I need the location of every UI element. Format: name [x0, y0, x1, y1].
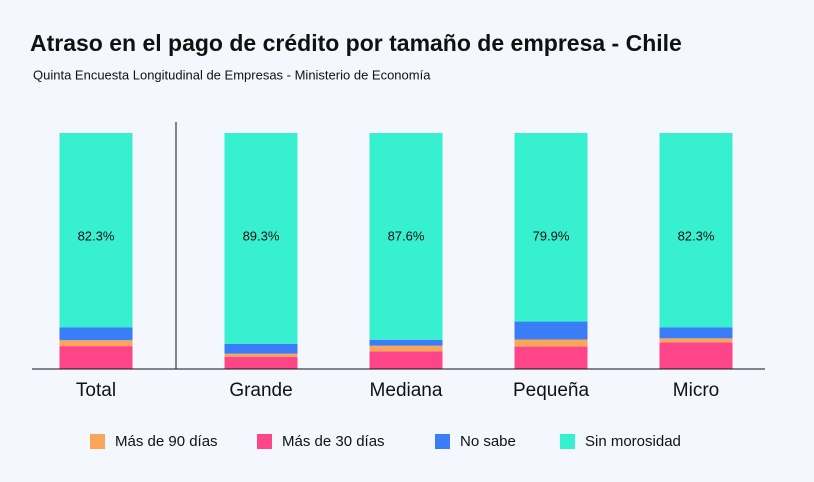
bar-segment — [369, 133, 443, 340]
legend-label: No sabe — [460, 433, 516, 450]
x-tick-label: Mediana — [370, 380, 443, 401]
data-label: 82.3% — [78, 228, 115, 243]
bar-segment — [369, 339, 443, 346]
x-tick-label: Pequeña — [513, 380, 590, 401]
data-label: 89.3% — [243, 228, 280, 243]
bar-segment — [59, 133, 133, 328]
bar-segment — [224, 356, 298, 369]
bar-segment — [514, 133, 588, 322]
data-label: 79.9% — [533, 228, 570, 243]
bar-segment — [369, 345, 443, 352]
x-tick-label: Total — [76, 380, 116, 401]
bar-segment — [224, 343, 298, 354]
bar-segment — [514, 321, 588, 340]
bar-segment — [659, 133, 733, 328]
chart-title: Atraso en el pago de crédito por tamaño … — [30, 30, 682, 56]
bar-segment — [659, 342, 733, 369]
data-label: 82.3% — [678, 228, 715, 243]
bar-segment — [59, 346, 133, 369]
legend-label: Más de 90 días — [115, 433, 218, 450]
legend-label: Sin morosidad — [585, 433, 681, 450]
bar-segment — [59, 327, 133, 341]
bar-segment — [659, 327, 733, 339]
bar-segment — [659, 338, 733, 343]
legend-label: Más de 30 días — [282, 433, 385, 450]
bar-segment — [59, 340, 133, 347]
chart-subtitle: Quinta Encuesta Longitudinal de Empresas… — [33, 67, 431, 82]
x-tick-label: Micro — [673, 380, 719, 401]
bar-segment — [514, 346, 588, 369]
x-tick-label: Grande — [229, 380, 292, 401]
legend-swatch — [90, 434, 105, 449]
bar-segment — [224, 133, 298, 344]
legend-swatch — [257, 434, 272, 449]
legend-swatch — [560, 434, 575, 449]
bar-segment — [224, 353, 298, 357]
bar-segment — [369, 351, 443, 369]
data-label: 87.6% — [388, 228, 425, 243]
legend-swatch — [435, 434, 450, 449]
bar-segment — [514, 339, 588, 347]
